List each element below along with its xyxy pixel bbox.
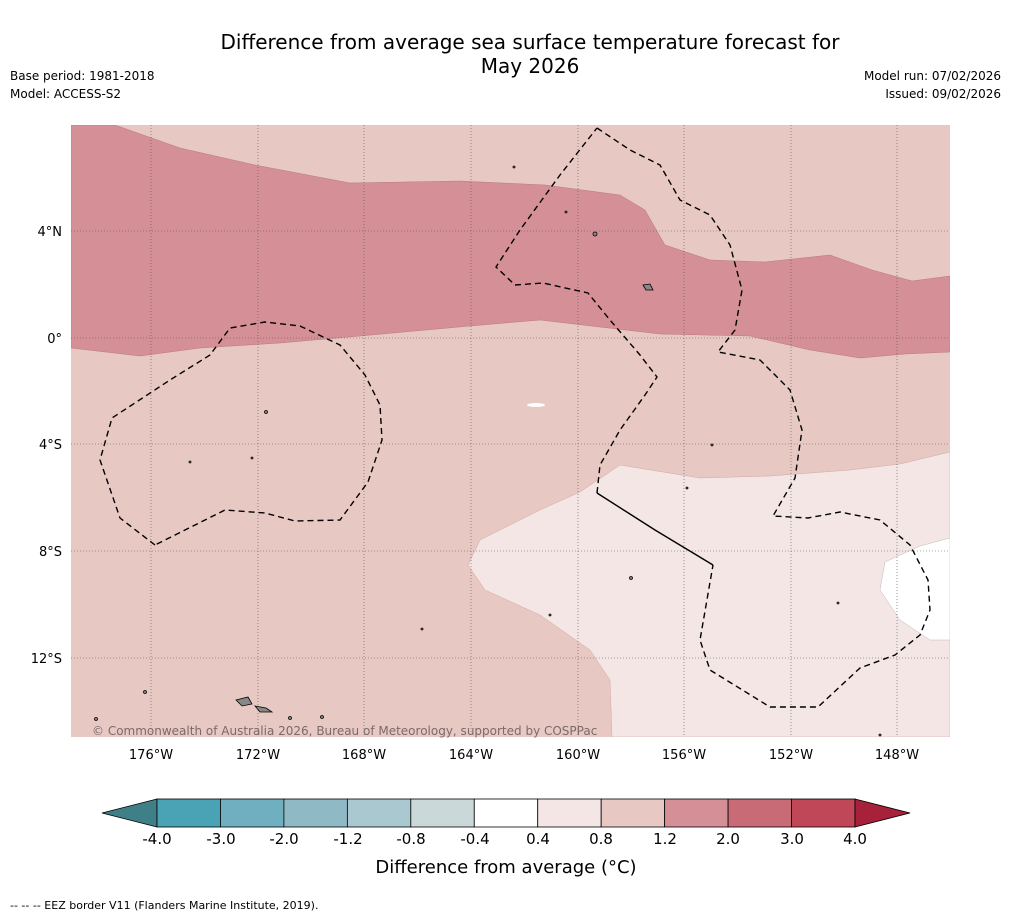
lon-labels: 176°W 172°W 168°W 164°W 160°W 156°W 152°… — [129, 748, 919, 763]
eez-border-kiribati — [495, 127, 931, 708]
lon-label: 156°W — [662, 748, 706, 763]
meta-right: Model run: 07/02/2026 Issued: 09/02/2026 — [864, 67, 1001, 103]
island-dot — [629, 576, 633, 580]
colorbar-tick: -0.8 — [396, 830, 425, 848]
colorbar-tick: -1.2 — [333, 830, 362, 848]
lon-label: 172°W — [236, 748, 280, 763]
lat-label: 8°S — [39, 545, 62, 560]
lat-label: 4°N — [38, 225, 63, 240]
eez-border-tokelau-samoa — [99, 321, 383, 546]
colorbar-segment — [220, 798, 285, 828]
island-dot — [320, 715, 324, 719]
colorbar-tick: -4.0 — [142, 830, 171, 848]
title-line-2: May 2026 — [480, 54, 580, 78]
colorbar-segment — [791, 798, 856, 828]
graticule — [71, 125, 950, 737]
island-kiritimati-n — [592, 231, 598, 237]
map-title: Difference from average sea surface temp… — [130, 30, 930, 78]
island-dot — [836, 601, 840, 605]
colorbar-tick: 2.0 — [716, 830, 740, 848]
island-dot — [288, 716, 292, 720]
island-dot — [264, 410, 268, 414]
lon-label: 160°W — [556, 748, 600, 763]
colorbar-tick: -0.4 — [460, 830, 489, 848]
island-dot — [143, 690, 147, 694]
title-line-1: Difference from average sea surface temp… — [220, 30, 840, 54]
lon-label: 148°W — [875, 748, 919, 763]
issued-text: Issued: 09/02/2026 — [885, 87, 1001, 101]
colorbar-tick: 3.0 — [780, 830, 804, 848]
colorbar-segment — [727, 798, 792, 828]
colorbar-segment — [346, 798, 412, 828]
colorbar-extend-low — [101, 798, 158, 828]
eez-legend-note: -- -- -- EEZ border V11 (Flanders Marine… — [10, 899, 319, 912]
colorbar-segment — [410, 798, 475, 828]
lat-labels: 4°N 0° 4°S 8°S 12°S — [31, 225, 62, 667]
base-period-text: Base period: 1981-2018 — [10, 69, 155, 83]
island-dot — [512, 165, 516, 169]
colorbar-tick: 0.4 — [526, 830, 550, 848]
colorbar-tick: -3.0 — [206, 830, 235, 848]
model-text: Model: ACCESS-S2 — [10, 87, 122, 101]
anomaly-region-neutral — [879, 537, 950, 641]
eez-borders — [99, 127, 931, 708]
eez-border-solid — [596, 492, 714, 566]
copyright-text: © Commonwealth of Australia 2026, Bureau… — [92, 724, 597, 738]
colorbar-tick-labels: -4.0 -3.0 -2.0 -1.2 -0.8 -0.4 0.4 0.8 1.… — [142, 830, 867, 848]
model-run-text: Model run: 07/02/2026 — [863, 69, 1001, 83]
island-dot — [188, 460, 192, 464]
anomaly-region-1.2-2.0 — [71, 125, 950, 359]
island-dot — [564, 210, 568, 214]
lat-label: 12°S — [31, 652, 62, 667]
meta-left: Base period: 1981-2018 Model: ACCESS-S2 — [10, 67, 155, 103]
colorbar-segment — [283, 798, 348, 828]
colorbar-segment — [537, 798, 602, 828]
island-dot — [420, 627, 424, 631]
anomaly-region-0.4-0.8 — [467, 451, 950, 737]
colorbar-segment — [156, 798, 221, 828]
island-dot — [94, 717, 98, 721]
island-dot — [250, 456, 254, 460]
lon-label: 176°W — [129, 748, 173, 763]
colorbar-tick: 4.0 — [843, 830, 867, 848]
colorbar — [101, 798, 911, 828]
sst-anomaly-field — [71, 125, 950, 737]
island-dot — [548, 613, 552, 617]
island-dot — [878, 733, 882, 737]
island-upolu — [253, 705, 274, 713]
lon-label: 164°W — [449, 748, 493, 763]
lat-label: 0° — [47, 332, 62, 347]
island-savaii — [235, 696, 253, 707]
lat-label: 4°S — [39, 438, 62, 453]
colorbar-tick: 0.8 — [589, 830, 613, 848]
island-kiritimati — [642, 283, 654, 291]
colorbar-segment — [664, 798, 729, 828]
colorbar-label: Difference from average (°C) — [375, 857, 636, 878]
island-dot — [685, 486, 689, 490]
neutral-speck — [527, 403, 545, 407]
colorbar-segment — [600, 798, 666, 828]
colorbar-tick: 1.2 — [653, 830, 677, 848]
colorbar-segment — [473, 798, 539, 828]
lon-label: 152°W — [769, 748, 813, 763]
colorbar-extend-high — [854, 798, 911, 828]
lon-label: 168°W — [342, 748, 386, 763]
islands — [94, 165, 882, 737]
island-dot — [710, 443, 714, 447]
colorbar-tick: -2.0 — [269, 830, 298, 848]
